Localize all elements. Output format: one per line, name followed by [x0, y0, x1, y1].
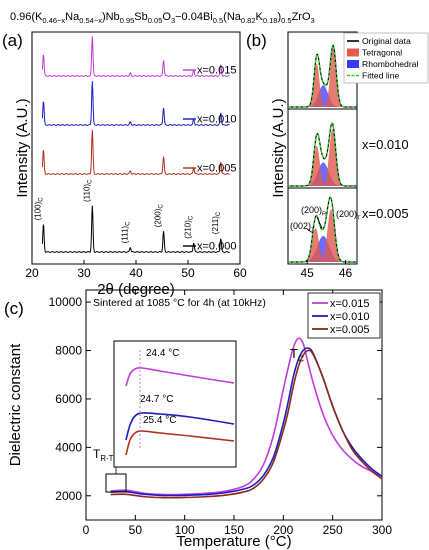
panel-c-trt-label: TR-T: [93, 447, 114, 463]
panel-a-peak-label: (200)C: [154, 204, 165, 228]
panel-b-legend-swatch: [347, 48, 359, 57]
panel-b-series-x=0.015: [288, 44, 357, 108]
panel-c-x-tick-label: 0: [83, 523, 90, 537]
panel-b-legend-swatch: [347, 60, 359, 68]
panel-a-y-axis-label: Intensity (A.U.): [14, 98, 31, 197]
panel-c-inset-label: 24.7 °C: [140, 394, 173, 405]
panel-c-x-tick-label: 100: [175, 523, 195, 537]
panel-c-inset-label: 24.4 °C: [146, 348, 179, 359]
panel-b-legend-label: Rhombohedral: [362, 59, 418, 69]
panel-a-series-x=0.010: x=0.010: [41, 81, 236, 126]
panel-c-legend-label: x=0.015: [330, 298, 369, 310]
panel-b-rhombohedral-peak: [288, 235, 357, 262]
panel-a-line-x=0.010: [41, 81, 230, 126]
panel-a-x-tick-label: 20: [25, 266, 39, 280]
panel-c-x-axis-label: Temperature (°C): [176, 533, 291, 550]
panel-a-x-tick-label: 60: [233, 266, 247, 280]
panel-b-fitted-line: [288, 122, 357, 187]
panel-b-legend-label: Original data: [362, 36, 411, 46]
panel-c-inset-line-x=0.005: [125, 430, 235, 456]
panel-c-inset: 24.4 °C 24.7 °C 25.4 °C: [113, 340, 237, 468]
panel-a-peak-label: (100)C: [33, 197, 44, 221]
panel-b-rhombohedral-peak: [288, 162, 357, 186]
panel-b-legend-label: Fitted line: [362, 71, 399, 81]
panel-c-x-ticks: 0 50 100 150 200 250 300: [83, 290, 392, 537]
panel-b-annotation-pointer: [306, 228, 314, 234]
panel-a-series-x=0.015: x=0.015: [41, 36, 236, 77]
panel-c-legend-label: x=0.010: [330, 311, 369, 323]
panel-c-y-tick-label: 8000: [55, 344, 82, 358]
panel-c-y-tick-label: 2000: [55, 489, 82, 503]
panel-a-legend-label: x=0.010: [197, 114, 236, 126]
panel-a-series-x=0.005: x=0.005: [41, 129, 236, 175]
panel-b-annotation-200T: (200)T: [336, 209, 361, 221]
panel-c-x-tick-label: 50: [129, 523, 143, 537]
panel-c-tc-label: TC: [290, 346, 304, 363]
panel-a-legend-label: x=0.005: [197, 163, 236, 175]
panel-a-peak-label: (211)C: [211, 211, 222, 234]
panel-c-y-axis-label: Dielectric constant: [7, 343, 24, 466]
panel-b-x-tick-label: 46: [339, 266, 353, 280]
panel-c-x-tick-label: 200: [273, 523, 293, 537]
panel-c-annotation: Sintered at 1085 °C for 4h (at 10kHz): [93, 297, 266, 309]
figure-title: 0.96(K0.46−xNa0.54−x)Nb0.95Sb0.05O3−0.04…: [10, 11, 315, 25]
panel-a-x-tick-label: 40: [129, 266, 143, 280]
panel-c-line-x=0.015: [110, 337, 383, 496]
panel-b-annotation-200R: (200)R: [301, 205, 326, 217]
panel-a-line-x=0.000: [41, 205, 230, 253]
panel-c-y-ticks: 2000 4000 6000 8000 10000: [49, 295, 382, 503]
panel-b-rhombohedral-peak: [288, 85, 357, 107]
panel-a-series-x=0.000: x=0.000: [41, 205, 236, 253]
panel-b-frame: [287, 31, 358, 265]
panel-a-label: (a): [2, 31, 23, 50]
panel-b-series-label: x=0.005: [362, 206, 409, 221]
panel-c-trt-box: [105, 473, 127, 493]
panel-c-label: (c): [4, 299, 24, 318]
panel-b-series-label: x=0.010: [362, 137, 409, 152]
panel-c-line-x=0.005: [110, 349, 383, 499]
panel-c-inset-label: 25.4 °C: [143, 415, 176, 426]
panel-a-legend-label: x=0.000: [197, 241, 236, 253]
panel-b-legend-label: Tetragonal: [362, 48, 402, 58]
panel-b-annotation-002T: (002)T: [290, 221, 315, 233]
panel-b-fitted-line: [288, 44, 357, 108]
panel-a-x-ticks: 20 30 40 50 60: [25, 260, 247, 280]
panel-c-x-tick-label: 150: [224, 523, 244, 537]
panel-a-peak-label: (110)C: [82, 179, 93, 202]
panel-b-label: (b): [246, 31, 267, 50]
panel-c-y-tick-label: 4000: [55, 440, 82, 454]
panel-b-x-tick-label: 45: [300, 266, 314, 280]
panel-c-inset-line-x=0.010: [125, 412, 235, 441]
panel-a-peak-label: (210)C: [184, 215, 195, 239]
panel-a-plot-area: x=0.015 x=0.010 x=0.005 x=0.000 (100)C (110)C…: [33, 36, 236, 253]
panel-b-series-x=0.010: [288, 122, 357, 187]
panel-c-y-tick-label: 6000: [55, 392, 82, 406]
panel-a-x-tick-label: 30: [77, 266, 91, 280]
panel-b-y-axis-label: Intensity (A.U.): [270, 98, 287, 197]
panel-a: (a) x=0.015 x=0.010 x=0.005 x=0.000 (100)C (1…: [2, 31, 247, 298]
panel-a-legend-label: x=0.015: [197, 65, 236, 77]
panel-c-x-tick-label: 300: [372, 523, 392, 537]
panel-c-plot-area: TC TR-T: [93, 337, 383, 499]
panel-c-inset-line-x=0.015: [125, 367, 235, 387]
panel-c-inset-frame: [113, 340, 237, 468]
panel-c-y-tick-label: 10000: [49, 295, 83, 309]
panel-c: (c) TC TR-T 0 50 100 150 200 250 300 2000 4000 60…: [4, 289, 392, 550]
panel-a-line-x=0.015: [41, 36, 230, 77]
panel-c-x-tick-label: 250: [323, 523, 343, 537]
panel-c-legend-label: x=0.005: [330, 324, 369, 336]
panel-a-x-tick-label: 50: [181, 266, 195, 280]
panel-b-x-ticks: 45 46: [300, 260, 352, 280]
panel-a-peak-label: (111)C: [120, 221, 131, 244]
panel-a-line-x=0.005: [41, 129, 230, 175]
panel-b-annotation-pointer: [316, 216, 323, 229]
